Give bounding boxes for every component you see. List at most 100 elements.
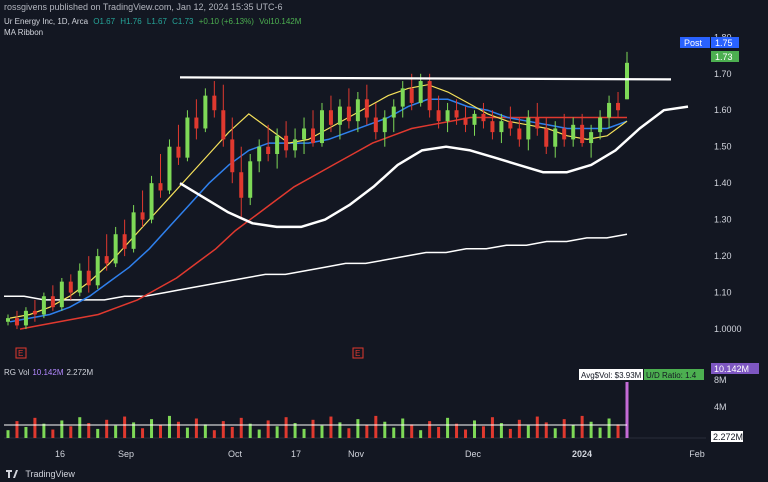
candle [319, 102, 324, 147]
volume-bar [571, 425, 575, 438]
candle [23, 307, 28, 330]
time-tick-label: 17 [291, 449, 301, 459]
volume-bar [284, 417, 288, 438]
volume-bar [616, 424, 620, 438]
candle [472, 110, 477, 136]
candle [104, 234, 109, 271]
close-value: C1.73 [172, 17, 194, 26]
candle [589, 124, 594, 158]
candle [553, 121, 558, 158]
volume-bar [374, 415, 378, 438]
volume-bar [24, 426, 28, 438]
volume-bar [383, 421, 387, 438]
volume-bar [176, 421, 180, 438]
price-tick-label: 1.10 [714, 288, 732, 298]
candle [382, 110, 387, 147]
candle [167, 139, 172, 195]
time-tick-label: 16 [55, 449, 65, 459]
volume-bar [419, 430, 423, 438]
candle [302, 117, 307, 154]
volume-bar [159, 425, 163, 438]
ud-ratio: U/D Ratio: 1.4 [646, 371, 697, 380]
volume-bar [535, 416, 539, 438]
volume-bar [562, 419, 566, 438]
post-tag: Post [684, 38, 703, 48]
ema-slow-line [19, 116, 627, 330]
candle [6, 314, 10, 326]
candles [6, 51, 629, 330]
price-axis[interactable]: 1.80 1.70 1.60 1.50 1.40 1.30 1.20 1.10 1.0000 8M… [714, 32, 742, 442]
annotations [179, 76, 689, 229]
candle [454, 99, 459, 125]
candle [445, 102, 450, 133]
volume-bar [320, 425, 324, 438]
candle [346, 88, 351, 129]
volume-bar [194, 418, 198, 438]
volume-bar [167, 415, 171, 438]
volume-bar [329, 416, 333, 438]
volume-bar [69, 426, 73, 438]
volume-bar [464, 429, 468, 438]
high-value: H1.76 [120, 17, 142, 26]
volume-bar [481, 426, 485, 438]
volume-bar [123, 416, 127, 438]
candle [580, 113, 585, 147]
candle [544, 117, 549, 154]
candle [499, 113, 504, 144]
volume-bar [598, 427, 602, 438]
volume-bar [401, 418, 405, 438]
resistance-line[interactable] [179, 76, 672, 81]
volume-bar [42, 423, 46, 438]
footer: TradingView [0, 466, 768, 482]
volume-bar [105, 419, 109, 438]
svg-text:E: E [355, 349, 360, 358]
volume-bar [275, 426, 279, 438]
volume-bar [517, 419, 521, 438]
volume-indicator-label[interactable]: RG Vol [4, 368, 30, 377]
candle [400, 81, 405, 118]
earnings-marker[interactable]: E [15, 347, 27, 359]
volume-bar [499, 423, 503, 438]
svg-text:E: E [18, 349, 23, 358]
volume-bar [607, 418, 611, 438]
volume-bar [114, 425, 118, 438]
candle [95, 248, 100, 289]
volume-bar [60, 420, 64, 438]
candle [131, 205, 136, 253]
candle [364, 84, 369, 125]
time-tick-label: Nov [348, 449, 365, 459]
candle [77, 263, 82, 297]
ema-fast-line [9, 84, 628, 319]
candle [140, 190, 145, 227]
price-tick-label: 1.40 [714, 178, 732, 188]
avg-volume-label: 2.272M [713, 432, 743, 442]
symbol-name[interactable]: Ur Energy Inc, 1D, Arca [4, 17, 89, 26]
brand-name: TradingView [25, 469, 75, 479]
candle [158, 154, 163, 198]
price-tick-label: 1.80 [714, 32, 732, 42]
open-value: O1.67 [93, 17, 116, 26]
volume-bar [356, 419, 360, 438]
volume-bar [455, 423, 459, 438]
ma-ribbon-label[interactable]: MA Ribbon [4, 28, 44, 37]
candle [86, 256, 91, 293]
price-tick-label: 1.60 [714, 105, 732, 115]
price-tick-label: 1.20 [714, 251, 732, 261]
candle [355, 92, 360, 133]
volume-bar [221, 421, 225, 438]
volume-bar [365, 425, 369, 438]
price-tick-label: 1.30 [714, 215, 732, 225]
candle [275, 128, 280, 169]
cup-pattern-curve[interactable] [179, 105, 689, 229]
candle [311, 110, 316, 147]
volume-bar [87, 423, 91, 438]
volume-tick-label: 4M [714, 402, 727, 412]
volume-bar [526, 425, 530, 438]
volume-bar [437, 426, 441, 438]
candle [194, 99, 199, 140]
earnings-marker[interactable]: E [352, 347, 364, 359]
candle [436, 95, 441, 129]
time-axis[interactable]: 16 Sep Oct 17 Nov Dec 2024 Feb [55, 449, 705, 459]
volume-tick-label: 8M [714, 375, 727, 385]
